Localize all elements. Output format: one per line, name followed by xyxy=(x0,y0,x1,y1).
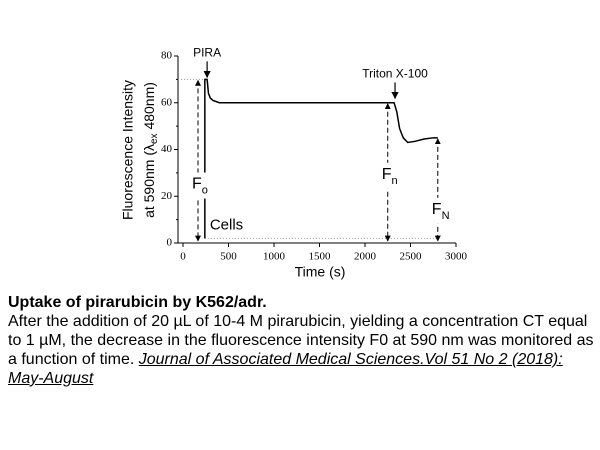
f-label-sub: n xyxy=(392,175,398,187)
y-axis-label: Fluorescence Intensity xyxy=(120,80,136,220)
annotation-label: PIRA xyxy=(193,46,221,60)
caption: Uptake of pirarubicin by K562/adr. After… xyxy=(8,293,596,388)
y-tick-label: 40 xyxy=(161,143,173,155)
y-tick-label: 80 xyxy=(161,50,173,62)
y-axis-label-part: 480nm) xyxy=(141,82,157,133)
x-tick-label: 1500 xyxy=(309,251,332,263)
annotation-label: Triton X-100 xyxy=(362,67,428,81)
f-label-bg xyxy=(379,162,398,189)
caption-title: Uptake of pirarubicin by K562/adr. xyxy=(8,294,267,311)
f-label: Fo xyxy=(192,176,208,197)
x-tick-label: 500 xyxy=(220,251,237,263)
caption-body: After the addition of 20 µL of 10-4 M pi… xyxy=(8,313,594,368)
x-tick-label: 1000 xyxy=(263,251,286,263)
x-tick-label: 2000 xyxy=(354,251,377,263)
y-axis-label: at 590nm (λex 480nm) xyxy=(141,82,160,218)
y-axis-label-sub: ex xyxy=(149,133,160,144)
x-tick-label: 3000 xyxy=(445,251,468,263)
caption-source[interactable]: Journal of Associated Medical Sciences.V… xyxy=(8,351,563,387)
f-label-sub: o xyxy=(202,184,208,196)
y-tick-label: 0 xyxy=(167,237,173,249)
f-label-main: F xyxy=(432,201,442,218)
y-tick-label: 60 xyxy=(161,96,173,108)
f-label-bg xyxy=(429,197,448,224)
f-label: Fn xyxy=(382,166,398,187)
data-line xyxy=(204,78,438,239)
f-label-main: F xyxy=(382,166,392,183)
baseline-label: Cells xyxy=(210,216,243,233)
f-label-sub: N xyxy=(442,210,450,222)
f-label-bg xyxy=(190,172,209,199)
f-label: FN xyxy=(432,201,450,222)
y-axis-label-part: at 590nm (λ xyxy=(141,144,157,218)
x-tick-label: 2500 xyxy=(400,251,423,263)
x-tick-label: 0 xyxy=(180,251,186,263)
x-axis-label: Time (s) xyxy=(295,264,346,280)
f-label-main: F xyxy=(192,176,202,193)
chart: Time (s) Fluorescence Intensity at 590nm… xyxy=(120,46,468,280)
y-tick-label: 20 xyxy=(161,190,173,202)
